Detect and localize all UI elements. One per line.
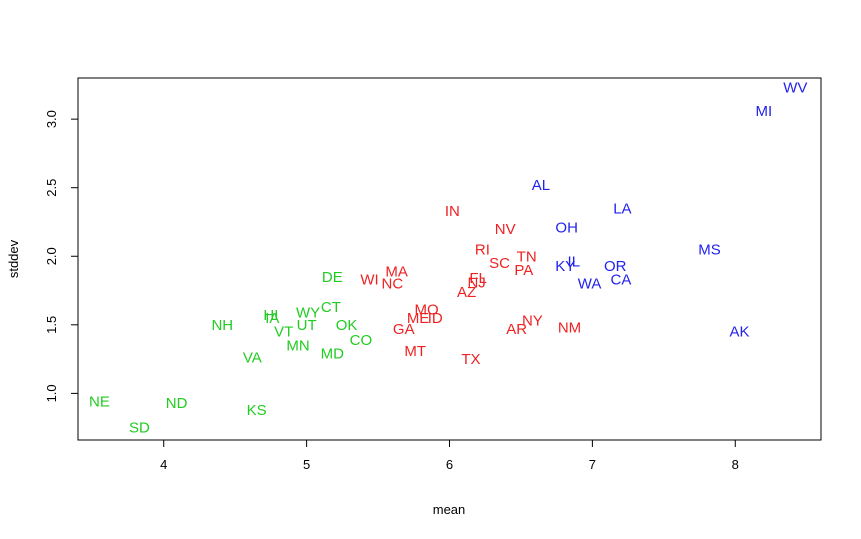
point-label-fl: FL <box>469 270 487 287</box>
point-label-hi: HI <box>263 307 278 324</box>
point-label-al: AL <box>532 177 550 194</box>
point-label-oh: OH <box>555 219 578 236</box>
point-label-ma: MA <box>385 263 408 280</box>
point-label-sc: SC <box>489 255 510 272</box>
point-label-or: OR <box>604 258 627 275</box>
point-label-wv: WV <box>783 80 807 97</box>
point-label-me: ME <box>407 310 430 327</box>
x-tick-label: 7 <box>589 457 596 472</box>
y-tick-label: 2.0 <box>44 247 59 265</box>
point-label-va: VA <box>243 350 262 367</box>
y-axis-label: stddev <box>6 239 21 278</box>
point-label-ri: RI <box>475 241 490 258</box>
point-label-nd: ND <box>166 395 188 412</box>
point-label-vt: VT <box>274 324 293 341</box>
point-label-wi: WI <box>360 272 378 289</box>
point-label-pa: PA <box>514 262 533 279</box>
y-axis: 1.0 1.5 2.0 2.5 3.0 <box>44 110 79 402</box>
point-label-nj: NJ <box>467 274 485 291</box>
point-label-wa: WA <box>578 276 602 293</box>
point-label-tn: TN <box>517 248 537 265</box>
point-label-mo: MO <box>415 302 439 319</box>
point-label-nv: NV <box>495 221 516 238</box>
point-label-de: DE <box>322 269 343 286</box>
point-label-id: ID <box>428 310 443 327</box>
x-tick-label: 4 <box>160 457 167 472</box>
x-tick-label: 8 <box>732 457 739 472</box>
point-label-nc: NC <box>382 276 404 293</box>
point-label-tx: TX <box>461 351 480 368</box>
point-label-ne: NE <box>89 394 110 411</box>
point-label-la: LA <box>613 200 631 217</box>
point-label-ok: OK <box>336 317 358 334</box>
point-label-il: IL <box>568 254 581 271</box>
point-label-ak: AK <box>730 324 750 341</box>
point-label-az: AZ <box>457 284 476 301</box>
point-label-ut: UT <box>297 317 317 334</box>
point-label-ms: MS <box>698 241 721 258</box>
point-label-mi: MI <box>756 103 773 120</box>
point-label-mt: MT <box>404 343 426 360</box>
point-label-ia: IA <box>265 310 279 327</box>
x-tick-label: 6 <box>446 457 453 472</box>
y-tick-label: 2.5 <box>44 179 59 197</box>
point-label-mn: MN <box>286 337 309 354</box>
point-label-wy: WY <box>296 304 320 321</box>
y-tick-label: 1.5 <box>44 316 59 334</box>
point-label-ca: CA <box>611 272 632 289</box>
y-tick-label: 3.0 <box>44 110 59 128</box>
point-label-ny: NY <box>522 313 543 330</box>
point-label-ky: KY <box>555 258 575 275</box>
point-label-ar: AR <box>506 321 527 338</box>
point-label-co: CO <box>350 332 373 349</box>
x-axis: 4 5 6 7 8 <box>160 439 739 472</box>
point-label-ks: KS <box>247 402 267 419</box>
point-label-md: MD <box>321 346 344 363</box>
plot-frame <box>77 77 822 441</box>
x-axis-label: mean <box>433 502 466 517</box>
point-label-sd: SD <box>129 420 150 437</box>
point-label-in: IN <box>445 203 460 220</box>
point-label-ga: GA <box>393 321 415 338</box>
x-tick-label: 5 <box>303 457 310 472</box>
point-label-ct: CT <box>321 299 341 316</box>
y-tick-label: 1.0 <box>44 384 59 402</box>
point-label-nm: NM <box>558 320 581 337</box>
point-label-nh: NH <box>211 317 233 334</box>
